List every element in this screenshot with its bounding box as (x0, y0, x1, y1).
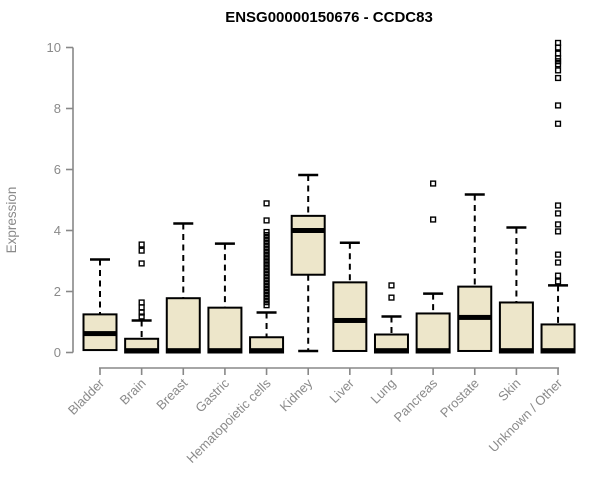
y-axis-title: Expression (4, 187, 19, 254)
outlier-point (138, 304, 145, 311)
y-tick-label: 4 (54, 223, 61, 238)
outlier-point (554, 74, 562, 82)
outlier-point (430, 180, 437, 187)
outlier-point (138, 260, 145, 267)
box-pancreas (415, 180, 451, 354)
box-breast (165, 222, 201, 354)
box-lung (373, 282, 409, 354)
box-bladder (82, 258, 118, 352)
box-rect (290, 214, 326, 276)
outlier-point (263, 228, 270, 236)
outlier-point (554, 202, 562, 209)
chart-title: ENSG00000150676 - CCDC83 (225, 9, 433, 26)
outlier-point (554, 272, 562, 279)
outlier-point (554, 102, 562, 109)
outlier-point (263, 200, 270, 207)
outlier-point (138, 247, 145, 254)
outlier-point (263, 217, 270, 224)
x-tick-label: Gastric (192, 375, 232, 415)
boxes-layer (82, 39, 576, 354)
median-line (208, 348, 242, 354)
y-tick-label: 0 (54, 345, 61, 360)
box-gastric (207, 242, 243, 354)
x-tick-label: Kidney (277, 375, 316, 414)
x-tick-label: Breast (153, 375, 190, 412)
x-tick-label: Bladder (65, 375, 108, 418)
median-line (125, 348, 159, 354)
median-line (83, 331, 117, 337)
median-line (250, 348, 284, 354)
outlier-point (430, 216, 437, 223)
box-prostate (457, 193, 493, 352)
x-tick-label: Skin (495, 376, 523, 404)
x-tick-label: Brain (117, 376, 149, 408)
outlier-point (554, 67, 562, 74)
outlier-point (554, 39, 562, 47)
box-kidney (290, 173, 326, 353)
x-tick-label: Pancreas (391, 375, 441, 425)
x-tick-label: Unknown / Other (486, 375, 566, 455)
y-tick-label: 10 (47, 40, 61, 55)
outlier-point (138, 313, 145, 320)
outlier-point (554, 259, 562, 266)
outlier-point (554, 210, 562, 217)
x-tick-label: Prostate (437, 376, 482, 421)
median-line (499, 348, 533, 354)
outlier-point (554, 251, 562, 258)
median-line (333, 317, 367, 323)
outlier-point (388, 282, 395, 289)
box-rect (332, 281, 368, 352)
y-tick-label: 6 (54, 162, 61, 177)
box-skin (498, 226, 534, 354)
outlier-point (554, 228, 562, 235)
box-unknown-other (540, 39, 576, 354)
box-hematopoietic-cells (249, 200, 285, 354)
outlier-point (554, 50, 562, 57)
y-tick-label: 2 (54, 284, 61, 299)
x-tick-label: Liver (326, 375, 357, 406)
median-line (416, 348, 450, 354)
median-line (166, 348, 200, 354)
outlier-point (554, 221, 562, 228)
median-line (291, 228, 325, 233)
box-liver (332, 241, 368, 352)
median-line (541, 348, 575, 354)
median-line (458, 314, 492, 320)
box-brain (124, 241, 160, 354)
y-tick-label: 8 (54, 101, 61, 116)
outlier-point (138, 299, 145, 306)
box-rect (207, 306, 243, 354)
median-line (374, 348, 408, 354)
outlier-point (388, 294, 395, 301)
box-rect (415, 312, 451, 354)
box-rect (498, 301, 534, 354)
outlier-point (554, 120, 562, 127)
box-rect (165, 297, 201, 354)
outlier-point (554, 278, 562, 285)
outlier-point (138, 241, 145, 248)
x-tick-label: Lung (368, 376, 399, 407)
